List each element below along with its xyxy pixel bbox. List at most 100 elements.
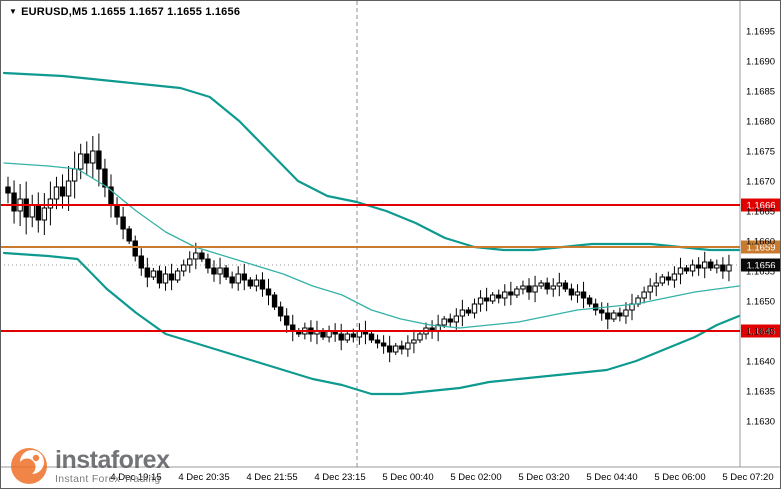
ohlc-quote-values: 1.1655 1.1657 1.1655 1.1656	[90, 6, 241, 18]
candle-body	[599, 309, 605, 314]
candle-body	[217, 267, 223, 275]
candle-body	[611, 312, 617, 320]
candle-body	[90, 150, 96, 164]
price-tick-label: 1.1660	[746, 237, 775, 248]
candle-body	[574, 291, 581, 296]
current-price-badge-label: 1.1656	[746, 261, 775, 272]
price-tick-label: 1.1645	[746, 327, 775, 338]
candle-body	[592, 303, 599, 311]
candle-body	[417, 333, 423, 341]
candle-body	[508, 291, 514, 296]
price-tick-label: 1.1695	[746, 27, 775, 38]
price-tick-label: 1.1675	[746, 147, 775, 158]
candle-body	[41, 207, 48, 221]
time-axis-label: 4 Dec 20:35	[178, 472, 229, 483]
candle-body	[399, 345, 405, 350]
candle-body	[726, 264, 732, 272]
candle-body	[411, 339, 417, 344]
candle-body	[580, 291, 587, 299]
candle-body	[211, 267, 217, 275]
bollinger-upper-band	[2, 71, 741, 252]
candle-body	[350, 333, 357, 338]
candle-body	[168, 273, 175, 281]
support-price-badge	[741, 324, 780, 338]
candle-body	[120, 216, 126, 230]
candle-body	[386, 345, 393, 353]
candle-body	[126, 228, 132, 242]
candle-body	[708, 261, 714, 269]
candle-body	[132, 240, 138, 257]
candle-body	[683, 267, 690, 272]
price-tick-label: 1.1690	[746, 57, 775, 68]
candle-body	[459, 309, 466, 317]
dropdown-triangle-icon: ▼	[9, 7, 18, 16]
candle-body	[259, 279, 266, 290]
candle-body	[150, 270, 157, 278]
candle-body	[193, 252, 199, 260]
candle-body	[617, 312, 623, 317]
time-axis-label: 5 Dec 04:40	[586, 472, 637, 483]
candle-body	[538, 282, 544, 287]
candle-body	[229, 276, 235, 284]
symbol-timeframe-label: EURUSD,M5	[21, 6, 88, 18]
candle-body	[338, 333, 344, 341]
candle-body	[223, 267, 229, 278]
price-tick-label: 1.1665	[746, 207, 775, 218]
candle-body	[277, 306, 284, 317]
candle-body	[102, 168, 108, 188]
candle-body	[544, 282, 550, 290]
candle-body	[283, 315, 290, 326]
candle-body	[71, 168, 78, 182]
candle-body	[465, 309, 472, 314]
candle-body	[344, 333, 350, 341]
time-axis-label: 5 Dec 03:20	[518, 472, 569, 483]
candle-body	[235, 273, 241, 284]
candle-body	[47, 198, 54, 209]
candle-body	[11, 192, 17, 212]
candle-body	[368, 333, 375, 341]
bollinger-lower-band	[2, 251, 741, 396]
candle-body	[247, 279, 254, 287]
candle-body	[23, 198, 29, 218]
candle-body	[59, 186, 66, 197]
candle-body	[562, 282, 569, 290]
candle-body	[695, 264, 702, 269]
pivot-price-badge-label: 1.1659	[746, 243, 775, 254]
time-axis-label: 5 Dec 07:20	[722, 472, 773, 483]
candle-body	[5, 186, 11, 194]
candle-body	[138, 255, 144, 269]
current-price-badge	[741, 258, 780, 272]
candle-body	[84, 153, 90, 164]
time-axis-label: 5 Dec 02:00	[450, 472, 501, 483]
candle-body	[647, 285, 653, 293]
candle-body	[174, 270, 181, 281]
price-tick-label: 1.1635	[746, 387, 775, 398]
candle-body	[720, 264, 726, 272]
candle-body	[441, 318, 447, 326]
candle-body	[489, 294, 496, 302]
candle-body	[502, 291, 508, 299]
candle-body	[653, 282, 659, 287]
resistance-price-badge-label: 1.1666	[746, 201, 775, 212]
candle-body	[78, 153, 84, 170]
pivot-price-badge	[741, 240, 780, 254]
time-axis-label: 5 Dec 06:00	[654, 472, 705, 483]
resistance-price-badge	[741, 198, 780, 212]
candle-body	[180, 264, 187, 272]
candle-body	[568, 288, 575, 296]
candle-body	[471, 303, 478, 314]
candle-body	[641, 291, 647, 299]
candle-body	[453, 315, 460, 323]
candle-body	[671, 273, 678, 281]
candle-body	[532, 285, 538, 293]
support-price-badge-label: 1.1645	[746, 327, 775, 338]
time-axis-label: 5 Dec 00:40	[382, 472, 433, 483]
candle-body	[65, 180, 72, 197]
time-axis-label: 4 Dec 21:55	[246, 472, 297, 483]
candle-body	[702, 261, 708, 269]
candle-body	[144, 267, 151, 278]
candle-body	[114, 204, 120, 218]
candle-body	[393, 345, 399, 353]
